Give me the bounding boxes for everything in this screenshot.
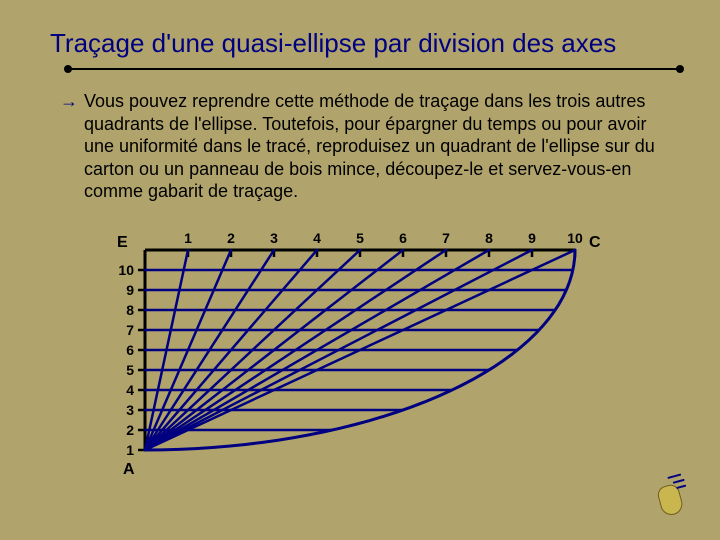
svg-text:8: 8 xyxy=(126,302,134,318)
svg-text:5: 5 xyxy=(356,230,364,246)
mouse-cursor-icon xyxy=(646,471,695,520)
svg-text:7: 7 xyxy=(442,230,450,246)
svg-text:1: 1 xyxy=(184,230,192,246)
svg-text:5: 5 xyxy=(126,362,134,378)
svg-text:9: 9 xyxy=(126,282,134,298)
svg-text:3: 3 xyxy=(270,230,278,246)
title-underline xyxy=(68,68,680,70)
svg-text:4: 4 xyxy=(313,230,321,246)
arrow-icon: → xyxy=(60,90,84,203)
construction-diagram: 1 2 3 4 5 6 7 8 9 10 10 9 8 7 6 5 4 3 2 1 E C A xyxy=(100,230,620,530)
slide: Traçage d'une quasi-ellipse par division… xyxy=(0,0,720,540)
bullet-row: → Vous pouvez reprendre cette méthode de… xyxy=(60,90,680,203)
svg-text:2: 2 xyxy=(227,230,235,246)
paragraph-text: Vous pouvez reprendre cette méthode de t… xyxy=(84,90,680,203)
svg-text:E: E xyxy=(117,234,128,251)
page-title: Traçage d'une quasi-ellipse par division… xyxy=(50,28,616,59)
svg-text:1: 1 xyxy=(126,442,134,458)
svg-text:10: 10 xyxy=(567,230,583,246)
svg-text:7: 7 xyxy=(126,322,134,338)
svg-text:10: 10 xyxy=(118,262,134,278)
svg-text:A: A xyxy=(123,461,135,478)
svg-text:6: 6 xyxy=(126,342,134,358)
svg-text:C: C xyxy=(589,234,601,251)
svg-text:3: 3 xyxy=(126,402,134,418)
svg-text:6: 6 xyxy=(399,230,407,246)
svg-text:9: 9 xyxy=(528,230,536,246)
svg-text:2: 2 xyxy=(126,422,134,438)
svg-text:8: 8 xyxy=(485,230,493,246)
svg-text:4: 4 xyxy=(126,382,134,398)
